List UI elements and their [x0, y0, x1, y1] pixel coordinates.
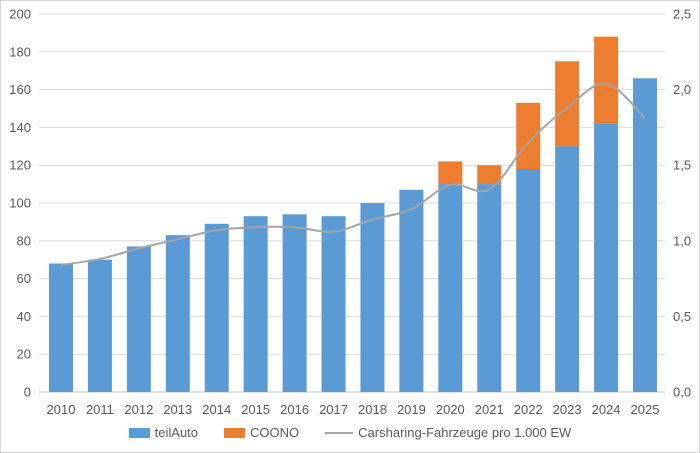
bar-teilauto [165, 235, 190, 392]
y-axis-label-right: 1,0 [673, 233, 691, 248]
x-axis-label: 2025 [631, 402, 660, 417]
y-axis-label-right: 1,5 [673, 158, 691, 173]
legend-label-coono: COONO [250, 425, 300, 440]
x-axis-label: 2020 [436, 402, 465, 417]
x-axis-label: 2021 [475, 402, 504, 417]
y-axis-label-right: 0,5 [673, 309, 691, 324]
y-axis-label-left: 60 [17, 271, 31, 286]
x-axis-label: 2014 [202, 402, 231, 417]
y-axis-label-left: 180 [9, 44, 31, 59]
x-axis-label: 2010 [47, 402, 76, 417]
bar-coono [477, 165, 502, 185]
y-axis-label-right: 0,0 [673, 385, 691, 400]
bar-teilauto [87, 259, 112, 392]
x-axis-label: 2015 [241, 402, 270, 417]
legend-item-coono: COONO [224, 425, 299, 440]
y-axis-label-left: 140 [9, 120, 31, 135]
y-axis-label-left: 40 [17, 309, 31, 324]
y-axis-label-left: 20 [17, 347, 31, 362]
y-axis-label-left: 160 [9, 82, 31, 97]
bar-coono [516, 102, 541, 169]
bar-teilauto [594, 123, 619, 393]
legend-item-trendline: Carsharing-Fahrzeuge pro 1.000 EW [325, 425, 571, 440]
bar-teilauto [204, 223, 229, 392]
x-axis-label: 2012 [124, 402, 153, 417]
y-axis-label-right: 2,5 [673, 7, 691, 22]
bar-coono [555, 61, 580, 147]
x-axis-label: 2013 [163, 402, 192, 417]
x-axis-label: 2016 [280, 402, 309, 417]
carsharing-chart-plot: 0 20 40 60 80 100 120 140 160 180 200 0,0 0,5 1,0 1,5 2… [9, 7, 691, 418]
bar-teilauto [360, 203, 385, 392]
chart-legend: teilAuto COONO Carsharing-Fahrzeuge pro … [1, 425, 699, 440]
x-axis-label: 2019 [397, 402, 426, 417]
legend-label-teilauto: teilAuto [154, 425, 199, 440]
x-axis-label: 2023 [553, 402, 582, 417]
bar-teilauto [49, 263, 73, 392]
teilauto-swatch [128, 427, 150, 438]
y-axis-label-left: 120 [9, 158, 31, 173]
coono-swatch [224, 427, 246, 438]
bar-teilauto [516, 168, 541, 392]
y-axis-label-left: 0 [24, 385, 31, 400]
trendline-swatch [325, 431, 354, 434]
bar-teilauto [633, 78, 657, 392]
trend-line [60, 82, 646, 266]
x-axis-label: 2022 [514, 402, 543, 417]
x-axis-label: 2017 [319, 402, 348, 417]
legend-label-trendline: Carsharing-Fahrzeuge pro 1.000 EW [358, 425, 572, 440]
bar-teilauto [399, 189, 424, 392]
y-axis-label-left: 200 [9, 7, 31, 22]
bar-teilauto [321, 216, 346, 392]
x-axis-label: 2018 [358, 402, 387, 417]
bar-teilauto [555, 146, 580, 392]
y-axis-label-left: 80 [17, 233, 31, 248]
bar-teilauto [438, 184, 463, 392]
bar-teilauto [477, 184, 502, 392]
x-axis-label: 2011 [86, 402, 114, 417]
bar-teilauto [282, 214, 307, 392]
y-axis-label-left: 100 [9, 196, 31, 211]
bar-teilauto [243, 216, 268, 392]
bar-teilauto [126, 246, 151, 392]
x-axis-label: 2024 [592, 402, 621, 417]
bar-coono [438, 161, 463, 185]
bar-coono [594, 36, 619, 124]
legend-item-teilauto: teilAuto [128, 425, 199, 440]
y-axis-label-right: 2,0 [673, 82, 691, 97]
